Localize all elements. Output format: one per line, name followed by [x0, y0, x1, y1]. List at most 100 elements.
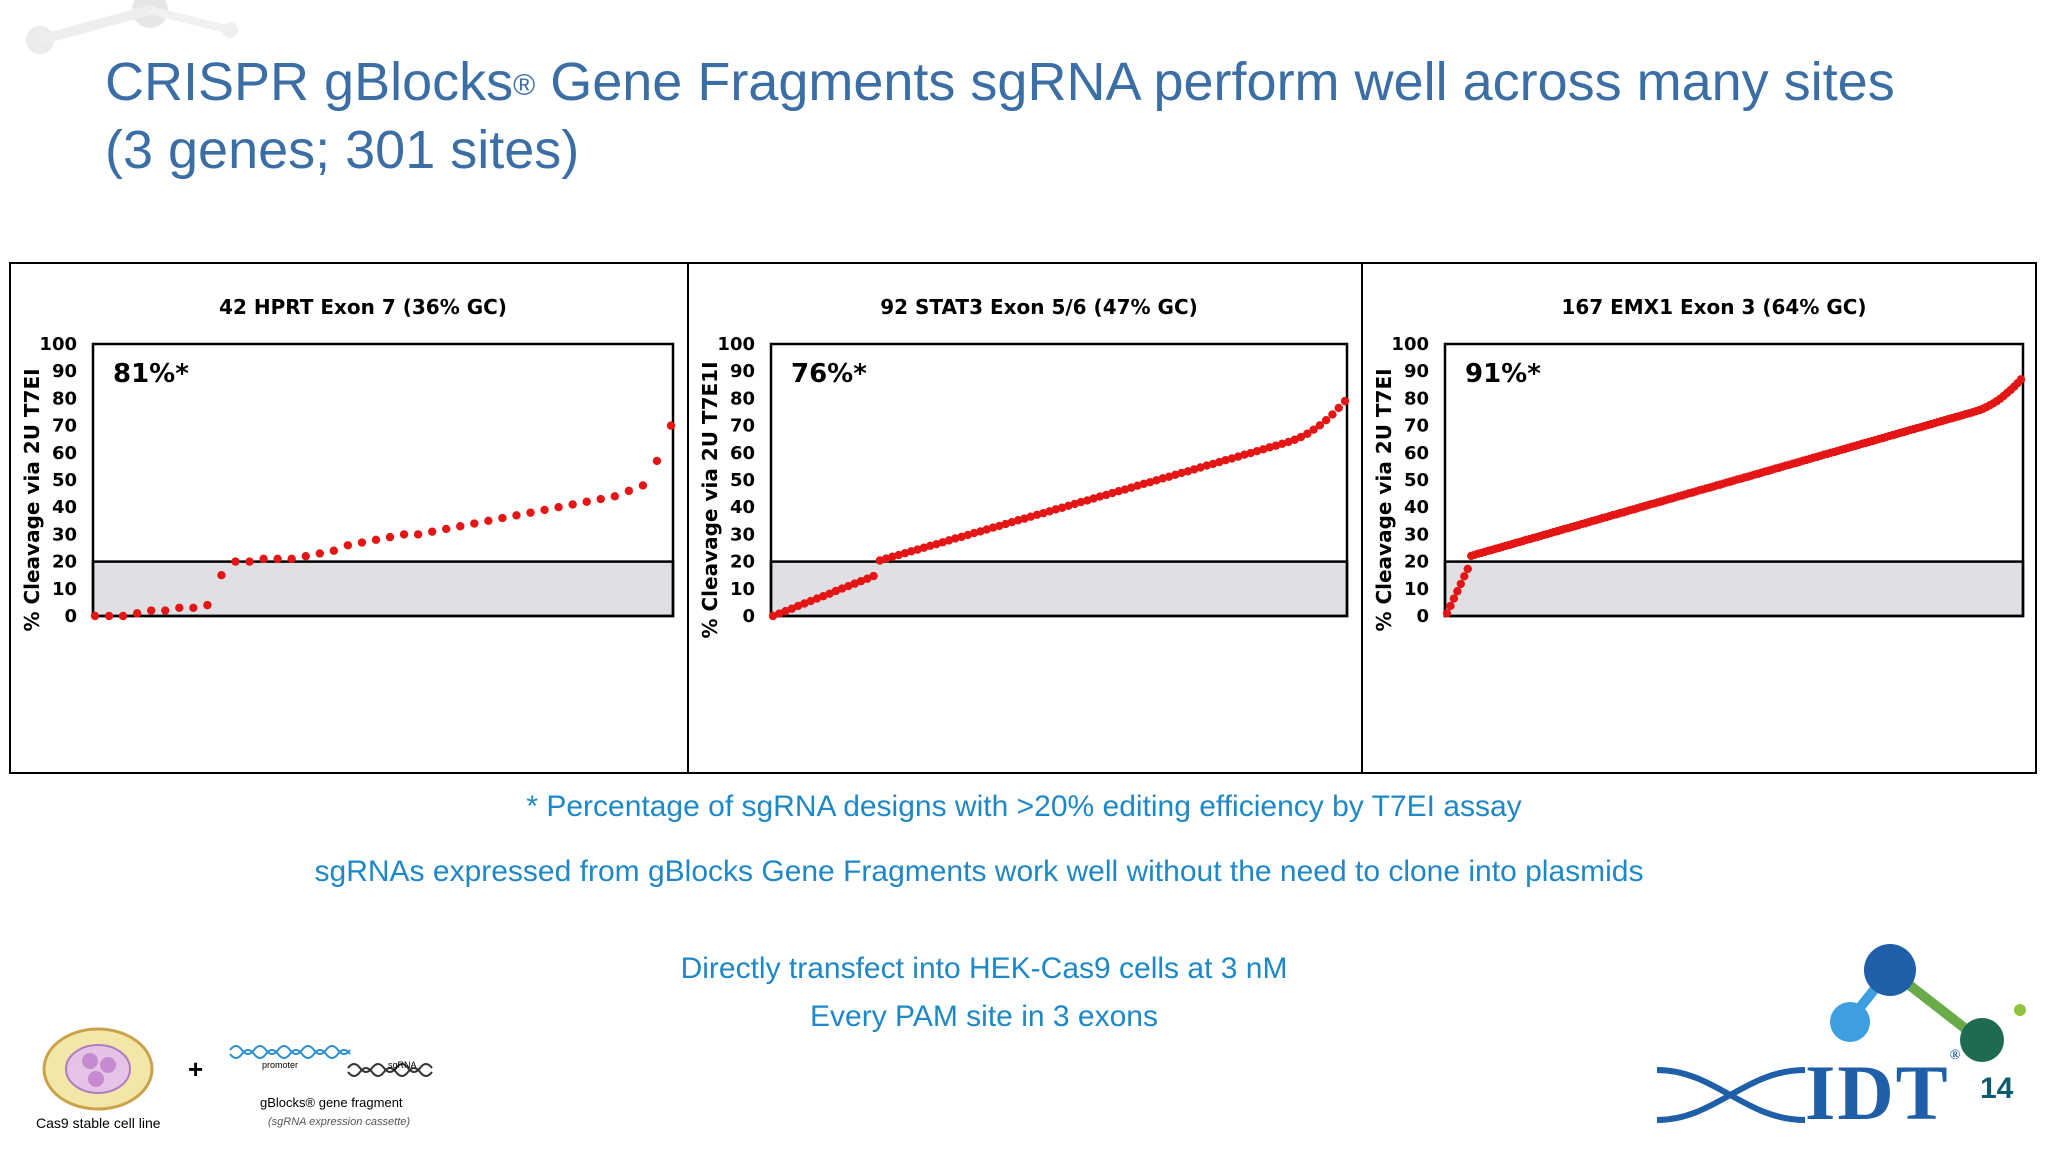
data-point: [806, 596, 815, 606]
data-point: [1290, 435, 1299, 444]
data-point: [787, 604, 797, 613]
title-rest: Gene Fragments sgRNA perform well across…: [535, 52, 1895, 112]
data-point: [1460, 572, 1469, 581]
y-tick-label: 80: [52, 388, 77, 409]
chart-hprt: 42 HPRT Exon 7 (36% GC) 0 10 20 30 40 50 60 70 80…: [20, 295, 676, 632]
y-tick-label: 90: [730, 361, 755, 382]
charts-frame: 42 HPRT Exon 7 (36% GC) 0 10 20 30 40 50 60 70 80…: [9, 262, 2037, 774]
data-point: [869, 571, 878, 581]
data-point: [1095, 492, 1105, 501]
data-point: [399, 530, 409, 539]
chart-emx1: 167 EMX1 Exon 3 (64% GC) 0 10 20 30 40 50 60 70 8…: [1372, 295, 2026, 632]
idt-logo-word: IDT: [1805, 1049, 1950, 1136]
data-point: [652, 456, 662, 466]
data-point: [104, 611, 114, 621]
data-point: [301, 551, 310, 561]
data-point: [624, 486, 634, 496]
data-point: [1340, 396, 1350, 406]
y-tick-label: 70: [52, 416, 77, 437]
data-point: [484, 516, 493, 525]
data-point: [442, 524, 451, 534]
data-point: [146, 606, 156, 615]
cell-label: Cas9 stable cell line: [36, 1115, 161, 1131]
data-point: [90, 611, 100, 621]
data-point: [1303, 429, 1312, 438]
data-point: [1032, 510, 1042, 520]
title-line2: (3 genes; 301 sites): [105, 120, 580, 180]
title-reg: ®: [513, 69, 536, 102]
data-point: [118, 611, 128, 621]
percent-annotation: 91%*: [1465, 359, 1541, 389]
data-point: [1265, 443, 1274, 452]
y-tick-label: 20: [1404, 552, 1429, 573]
chart-divider: [1361, 264, 1363, 772]
note-line1: sgRNAs expressed from gBlocks Gene Fragm…: [314, 855, 1644, 888]
y-tick-label: 100: [1391, 334, 1429, 355]
data-point: [456, 522, 465, 531]
idt-logo-molecule: [1830, 944, 2026, 1062]
gblocks-label: gBlocks® gene fragment: [260, 1095, 403, 1110]
data-point: [1315, 421, 1325, 430]
footnote: * Percentage of sgRNA designs with >20% …: [526, 790, 1522, 823]
plot-frame: [91, 342, 675, 618]
note-line3: Every PAM site in 3 exons: [810, 1000, 1158, 1033]
data-point: [1334, 403, 1343, 413]
y-tick-label: 80: [730, 388, 755, 409]
data-point: [638, 481, 648, 490]
chart-stat3: 92 STAT3 Exon 5/6 (47% GC) 0 10 20 30 40 50 60 7…: [698, 295, 1350, 639]
data-point: [329, 546, 339, 555]
data-point: [1442, 609, 1452, 618]
plot-frame: [1443, 342, 2025, 618]
data-point: [850, 579, 859, 588]
y-tick-label: 40: [1404, 497, 1429, 518]
data-point: [470, 519, 479, 528]
data-point: [1321, 415, 1331, 425]
data-point: [1202, 461, 1211, 470]
data-point: [596, 494, 605, 504]
data-point: [343, 541, 353, 550]
data-point: [371, 535, 381, 545]
data-point: [925, 541, 935, 551]
data-point: [385, 532, 395, 542]
data-point: [526, 508, 535, 517]
note-line2: Directly transfect into HEK-Cas9 cells a…: [680, 952, 1288, 985]
data-point: [315, 549, 324, 558]
y-tick-label: 0: [1416, 606, 1429, 627]
data-point: [175, 603, 184, 613]
data-point: [1114, 486, 1123, 496]
y-tick-label: 40: [730, 497, 755, 518]
threshold-box: [769, 560, 1349, 618]
data-point: [610, 492, 620, 501]
data-point: [812, 594, 822, 603]
y-axis-label: % Cleavage via 2U T7E1I: [698, 361, 722, 638]
data-point: [203, 600, 212, 610]
data-point: [800, 599, 809, 608]
y-tick-label: 0: [64, 606, 77, 627]
data-point: [1456, 579, 1466, 589]
data-point: [1309, 425, 1318, 434]
data-point: [554, 503, 563, 512]
y-axis-label: % Cleavage via 2U T7EI: [20, 368, 44, 631]
promoter-label: promoter: [262, 1060, 299, 1070]
data-point: [413, 530, 423, 539]
cas9-cell-illustration: [42, 1027, 154, 1111]
data-point: [907, 547, 916, 556]
data-point: [888, 552, 897, 561]
data-point: [863, 574, 872, 583]
data-point: [1453, 587, 1462, 596]
data-point: [1463, 564, 1472, 574]
y-tick-label: 50: [1404, 470, 1429, 491]
y-tick-label: 80: [1404, 388, 1429, 409]
chart-divider: [687, 264, 689, 772]
y-tick-label: 60: [52, 443, 77, 464]
data-point: [287, 554, 296, 564]
molecule-decoration: [26, 0, 238, 54]
data-point: [1221, 455, 1230, 465]
data-point: [273, 554, 282, 564]
data-point: [969, 528, 979, 538]
sgrna-label: sgRNA: [388, 1060, 417, 1070]
data-point: [540, 505, 549, 515]
data-point: [2016, 375, 2026, 384]
chart-title: 92 STAT3 Exon 5/6 (47% GC): [880, 295, 1198, 319]
data-point: [856, 576, 866, 586]
